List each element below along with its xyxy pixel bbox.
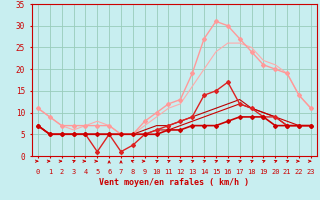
X-axis label: Vent moyen/en rafales ( km/h ): Vent moyen/en rafales ( km/h ) bbox=[100, 178, 249, 187]
